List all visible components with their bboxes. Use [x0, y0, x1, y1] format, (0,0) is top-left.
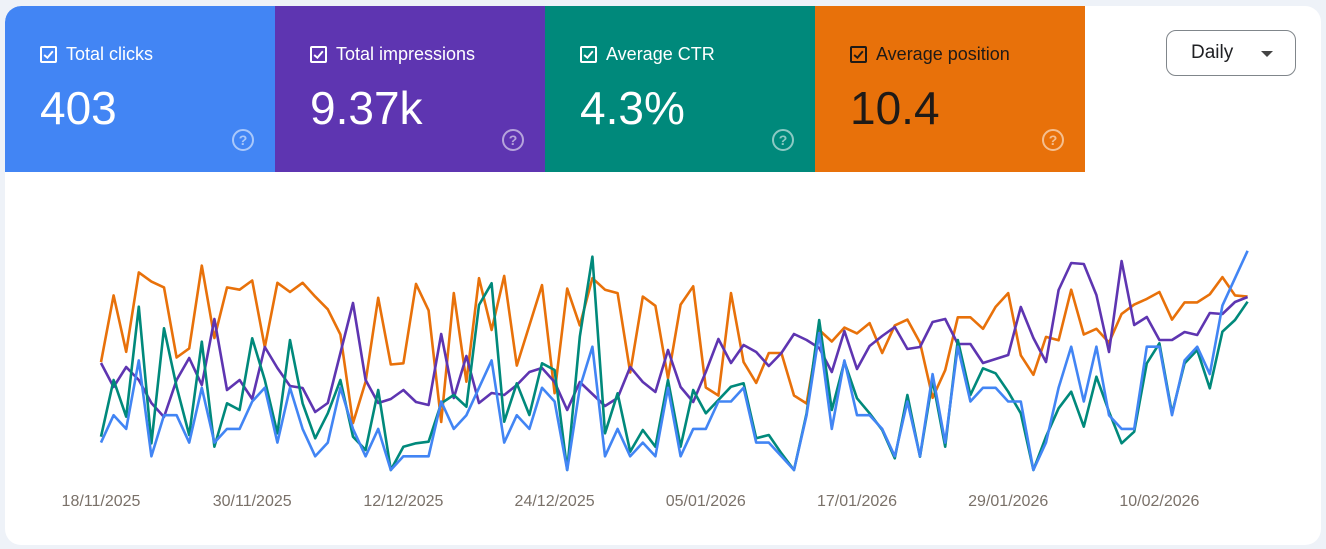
help-circle-icon[interactable]: ? — [772, 129, 794, 151]
checkbox-checked-icon[interactable] — [310, 46, 327, 63]
performance-panel: Total clicks 403 ? Total impressions 9.3… — [5, 6, 1321, 545]
series-line-impressions — [99, 259, 1249, 419]
metric-card-average-position[interactable]: Average position 10.4 ? — [815, 6, 1085, 172]
checkbox-checked-icon[interactable] — [850, 46, 867, 63]
checkbox-checked-icon[interactable] — [580, 46, 597, 63]
series-line-clicks — [99, 250, 1249, 472]
x-tick-label: 17/01/2026 — [817, 493, 897, 510]
granularity-selected: Daily — [1191, 42, 1234, 63]
metric-value: 10.4 — [850, 82, 940, 134]
metric-value: 9.37k — [310, 82, 423, 134]
caret-down-icon — [1261, 51, 1273, 57]
metric-label: Total impressions — [336, 44, 476, 64]
help-circle-icon[interactable]: ? — [232, 129, 254, 151]
metric-value: 4.3% — [580, 82, 685, 134]
series-line-position — [99, 264, 1248, 425]
metric-label: Total clicks — [66, 44, 154, 64]
x-tick-label: 12/12/2025 — [363, 493, 443, 510]
metric-label: Average position — [876, 44, 1010, 64]
metric-card-total-impressions[interactable]: Total impressions 9.37k ? — [275, 6, 545, 172]
help-circle-icon[interactable]: ? — [502, 129, 524, 151]
granularity-dropdown[interactable]: Daily — [1166, 30, 1296, 76]
x-tick-label: 29/01/2026 — [968, 493, 1048, 510]
metric-card-total-clicks[interactable]: Total clicks 403 ? — [5, 6, 275, 172]
metric-card-average-ctr[interactable]: Average CTR 4.3% ? — [545, 6, 815, 172]
help-circle-icon[interactable]: ? — [1042, 129, 1064, 151]
metric-label: Average CTR — [606, 44, 715, 64]
metric-value: 403 — [40, 82, 117, 134]
x-tick-label: 05/01/2026 — [666, 493, 746, 510]
x-tick-label: 30/11/2025 — [213, 493, 292, 510]
checkbox-checked-icon[interactable] — [40, 46, 57, 63]
series-line-ctr — [99, 255, 1249, 472]
x-tick-label: 18/11/2025 — [62, 493, 141, 510]
x-tick-label: 24/12/2025 — [515, 493, 595, 510]
x-tick-label: 10/02/2026 — [1119, 493, 1199, 510]
